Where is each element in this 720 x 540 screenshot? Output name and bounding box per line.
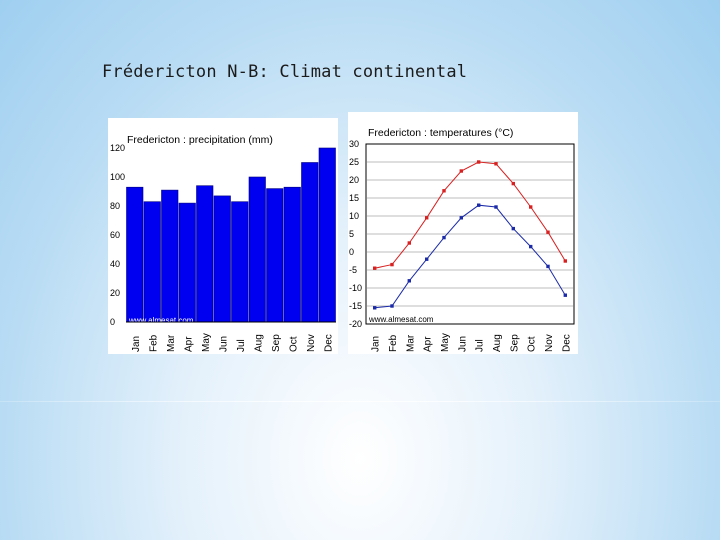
precip-y-tick-label: 60	[110, 230, 120, 240]
temperature-chart: Fredericton : temperatures (°C) www.alme…	[348, 112, 578, 354]
precip-bar	[143, 201, 161, 323]
precipitation-watermark: www.almesat.com	[128, 316, 194, 325]
slide-title: Frédericton N-B: Climat continental	[102, 62, 468, 82]
precipitation-chart-svg: Fredericton : precipitation (mm) www.alm…	[110, 132, 336, 352]
temp-x-tick-label: Jun	[457, 336, 468, 352]
temp-max-point	[390, 262, 394, 267]
slide-divider-line	[0, 401, 720, 402]
precip-bar	[301, 162, 319, 323]
temp-max-point	[442, 189, 446, 193]
precip-x-tick-label: Dec	[323, 334, 334, 352]
temp-y-tick-label: 0	[349, 247, 354, 257]
precip-bar	[126, 186, 144, 323]
temp-x-tick-label: Dec	[561, 334, 572, 352]
precip-x-tick-label: Oct	[288, 336, 299, 352]
temp-y-tick-label: -15	[349, 301, 362, 311]
temp-min-point	[459, 216, 463, 220]
precip-y-tick-label: 100	[110, 172, 125, 182]
temp-min-point	[546, 264, 550, 269]
temp-min-point	[477, 203, 481, 207]
temp-y-tick-label: 30	[349, 139, 359, 149]
temp-y-tick-label: -20	[349, 319, 362, 329]
precip-bar	[283, 186, 301, 323]
precip-bar	[213, 195, 231, 323]
precip-bar	[178, 202, 196, 323]
precipitation-chart: Fredericton : precipitation (mm) www.alm…	[108, 118, 338, 354]
precip-x-tick-label: Jun	[218, 336, 229, 352]
temp-x-tick-label: Mar	[405, 334, 416, 352]
precip-x-tick-label: Mar	[166, 334, 177, 352]
temp-max-point	[511, 181, 515, 186]
temperature-chart-svg: Fredericton : temperatures (°C) www.alme…	[349, 127, 575, 352]
temp-y-tick-label: 20	[349, 175, 359, 185]
precip-bar	[318, 147, 336, 323]
precip-x-tick-label: Jan	[131, 336, 142, 352]
precip-bar	[231, 201, 249, 323]
temp-max-point	[546, 230, 550, 234]
precip-y-tick-label: 120	[110, 143, 125, 153]
temp-min-point	[494, 205, 498, 209]
precip-x-tick-label: Apr	[183, 336, 194, 352]
precipitation-chart-title: Fredericton : precipitation (mm)	[127, 134, 273, 146]
temp-max-point	[529, 205, 533, 209]
temp-x-tick-label: Sep	[509, 334, 520, 352]
temp-y-tick-label: 15	[349, 193, 359, 203]
temp-max-point	[425, 216, 429, 220]
precip-x-tick-label: Sep	[271, 334, 282, 352]
temp-y-tick-label: 25	[349, 157, 359, 167]
temp-x-tick-label: Apr	[423, 336, 434, 352]
temp-x-tick-label: Aug	[492, 334, 503, 352]
temp-min-line	[374, 204, 566, 309]
precip-bar	[196, 185, 214, 323]
precip-bar	[266, 188, 284, 323]
precip-y-tick-label: 20	[110, 288, 120, 298]
temp-max-point	[477, 160, 481, 164]
temp-y-tick-label: -10	[349, 283, 362, 293]
precip-y-tick-label: 0	[110, 317, 115, 327]
temp-min-point	[442, 235, 446, 240]
temp-min-point	[373, 306, 377, 310]
precip-y-tick-label: 40	[110, 259, 120, 269]
precip-bar	[248, 176, 266, 323]
temp-max-line	[374, 161, 566, 269]
temp-min-point	[407, 279, 411, 283]
temperature-chart-title: Fredericton : temperatures (°C)	[368, 127, 513, 139]
precip-bar	[161, 189, 179, 323]
temp-y-tick-label: 5	[349, 229, 354, 239]
temp-max-point	[459, 169, 463, 173]
temp-y-tick-label: -5	[349, 265, 357, 275]
temp-x-tick-label: Feb	[388, 334, 399, 352]
temp-min-point	[529, 244, 533, 249]
precip-x-tick-label: May	[201, 333, 212, 352]
temp-x-tick-label: Nov	[544, 334, 555, 352]
temp-min-point	[563, 293, 567, 297]
precip-x-tick-label: Nov	[306, 334, 317, 352]
temp-min-point	[425, 257, 429, 261]
temp-max-point	[494, 162, 498, 166]
temp-y-tick-label: 10	[349, 211, 359, 221]
temp-min-point	[390, 304, 394, 308]
temp-max-point	[563, 259, 567, 263]
precip-x-tick-label: Aug	[253, 334, 264, 352]
temp-x-tick-label: Oct	[527, 336, 538, 352]
temp-x-tick-label: May	[440, 333, 451, 352]
temp-min-point	[511, 226, 515, 231]
precip-x-tick-label: Feb	[148, 334, 159, 352]
temp-max-point	[407, 241, 411, 245]
temp-x-tick-label: Jan	[371, 336, 382, 352]
temp-max-point	[373, 266, 377, 270]
temp-x-tick-label: Jul	[475, 339, 486, 352]
precip-x-tick-label: Jul	[236, 339, 247, 352]
precipitation-plot-area	[126, 132, 336, 322]
precip-y-tick-label: 80	[110, 201, 120, 211]
temperature-watermark: www.almesat.com	[368, 315, 434, 324]
